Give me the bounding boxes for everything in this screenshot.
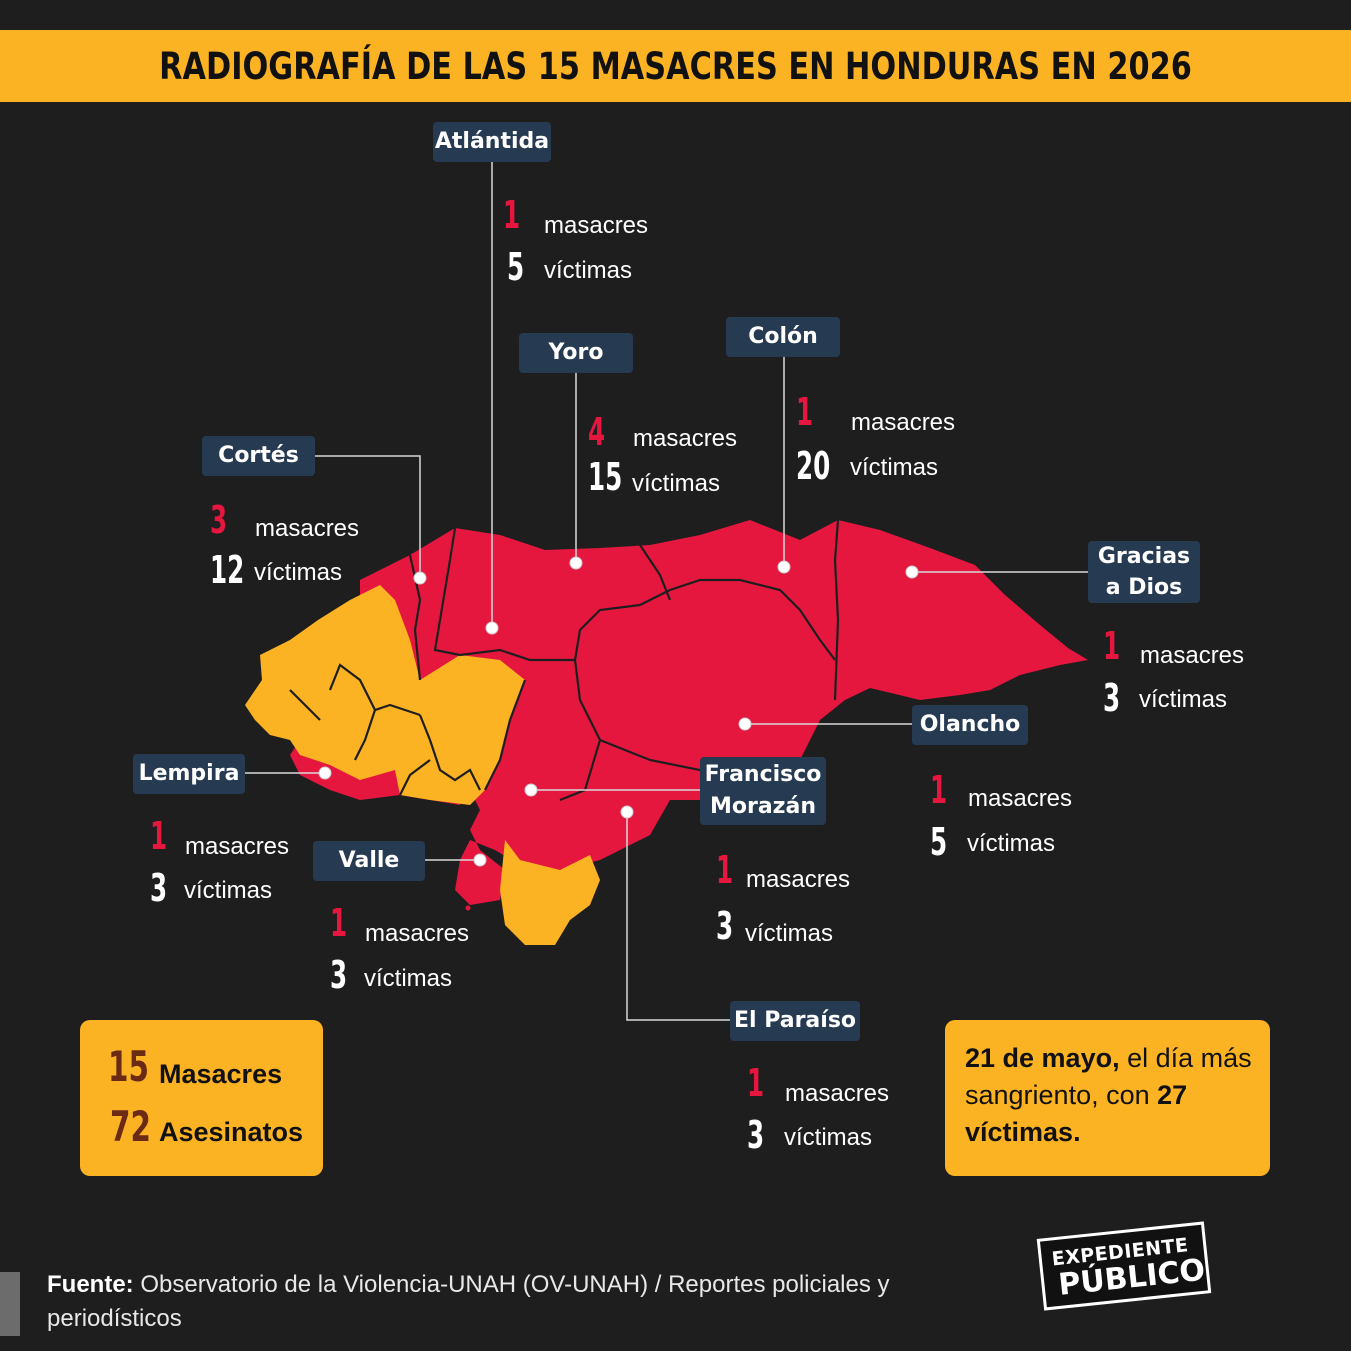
label-valle: Valle <box>313 841 425 881</box>
dot-gracias <box>905 565 919 579</box>
total-asesinatos-label: Asesinatos <box>159 1117 304 1147</box>
victimas-word: víctimas <box>184 877 273 904</box>
dot-lempira <box>318 766 332 780</box>
victimas-count: 3 <box>747 1113 765 1157</box>
highlight-text2: víctimas. <box>965 1117 1081 1147</box>
masacres-word: masacres <box>544 212 649 239</box>
label-gracias-line2: a Dios <box>1105 575 1183 600</box>
title-bar: RADIOGRAFÍA DE LAS 15 MASACRES EN HONDUR… <box>0 30 1351 102</box>
victimas-count: 5 <box>930 820 948 864</box>
dot-paraiso <box>620 805 634 819</box>
label-fmorazan-line1: Francisco <box>704 762 822 787</box>
label-gracias-a-dios: Gracias a Dios <box>1088 541 1200 603</box>
label-colon: Colón <box>726 317 840 357</box>
highlight-text1: el día más sangriento, con <box>965 1043 1252 1110</box>
masacres-count: 1 <box>716 848 734 892</box>
unaffected-region-south <box>500 840 600 945</box>
affected-region <box>290 520 1088 905</box>
label-cortes: Cortés <box>202 436 315 476</box>
masacres-count: 4 <box>588 410 606 454</box>
source-accent-bar <box>0 1272 20 1336</box>
leader-paraiso <box>626 812 730 1021</box>
dot-cortes <box>413 571 427 585</box>
label-gracias-line1: Gracias <box>1097 544 1191 569</box>
victimas-word: víctimas <box>850 454 939 481</box>
source-note: Fuente: Observatorio de la Violencia-UNA… <box>47 1268 907 1336</box>
label-atlantida: Atlántida <box>433 122 551 162</box>
unaffected-region-west <box>245 585 525 805</box>
masacres-count: 1 <box>930 768 948 812</box>
label-yoro: Yoro <box>519 333 633 373</box>
leader-cortes <box>314 455 421 578</box>
victimas-count: 3 <box>716 904 734 948</box>
victimas-word: víctimas <box>632 470 721 497</box>
victimas-count: 3 <box>1103 676 1121 720</box>
masacres-count: 1 <box>796 390 814 434</box>
highlight-date: 21 de mayo, <box>965 1043 1120 1073</box>
total-masacres-count: 15 <box>108 1042 149 1091</box>
masacres-count: 1 <box>1103 624 1121 668</box>
masacres-count: 1 <box>150 814 168 858</box>
label-fmorazan-line2: Morazán <box>709 794 816 819</box>
victimas-word: víctimas <box>364 965 453 992</box>
victimas-count: 12 <box>210 548 245 592</box>
victimas-count: 20 <box>796 444 831 488</box>
masacres-count: 1 <box>503 193 521 237</box>
victimas-count: 3 <box>330 953 348 997</box>
victimas-word: víctimas <box>1139 686 1228 713</box>
source-text: Observatorio de la Violencia-UNAH (OV-UN… <box>47 1271 890 1332</box>
masacres-count: 3 <box>210 498 228 542</box>
victimas-count: 15 <box>588 455 623 499</box>
label-francisco-morazan: Francisco Morazán <box>700 757 826 825</box>
total-masacres-label: Masacres <box>159 1059 283 1089</box>
masacres-word: masacres <box>851 409 956 436</box>
dot-colon <box>777 560 791 574</box>
victimas-word: víctimas <box>967 830 1056 857</box>
victimas-count: 3 <box>150 866 168 910</box>
page-title: RADIOGRAFÍA DE LAS 15 MASACRES EN HONDUR… <box>159 45 1192 88</box>
dot-valle <box>473 853 487 867</box>
masacres-word: masacres <box>968 785 1073 812</box>
dot-fmorazan <box>524 783 538 797</box>
dot-olancho <box>738 717 752 731</box>
victimas-word: víctimas <box>784 1124 873 1151</box>
label-olancho: Olancho <box>912 705 1028 745</box>
source-label: Fuente: <box>47 1271 134 1298</box>
masacres-word: masacres <box>185 833 290 860</box>
highlight-box: 21 de mayo, el día más sangriento, con 2… <box>945 1020 1270 1176</box>
label-el-paraiso: El Paraíso <box>730 1001 860 1041</box>
label-lempira: Lempira <box>133 754 245 794</box>
masacres-count: 1 <box>330 901 348 945</box>
victimas-word: víctimas <box>544 257 633 284</box>
dot-yoro <box>569 556 583 570</box>
masacres-word: masacres <box>365 920 470 947</box>
masacres-word: masacres <box>255 515 360 542</box>
highlight-count: 27 <box>1157 1080 1188 1110</box>
masacres-word: masacres <box>1140 642 1245 669</box>
total-asesinatos-count: 72 <box>110 1102 151 1151</box>
dot-atlantida <box>485 621 499 635</box>
victimas-word: víctimas <box>745 920 834 947</box>
masacres-count: 1 <box>747 1061 765 1105</box>
victimas-word: víctimas <box>254 559 343 586</box>
totals-box: 15 Masacres 72 Asesinatos <box>80 1020 323 1176</box>
masacres-word: masacres <box>746 866 851 893</box>
victimas-count: 5 <box>507 245 525 289</box>
masacres-word: masacres <box>633 425 738 452</box>
masacres-word: masacres <box>785 1080 890 1107</box>
